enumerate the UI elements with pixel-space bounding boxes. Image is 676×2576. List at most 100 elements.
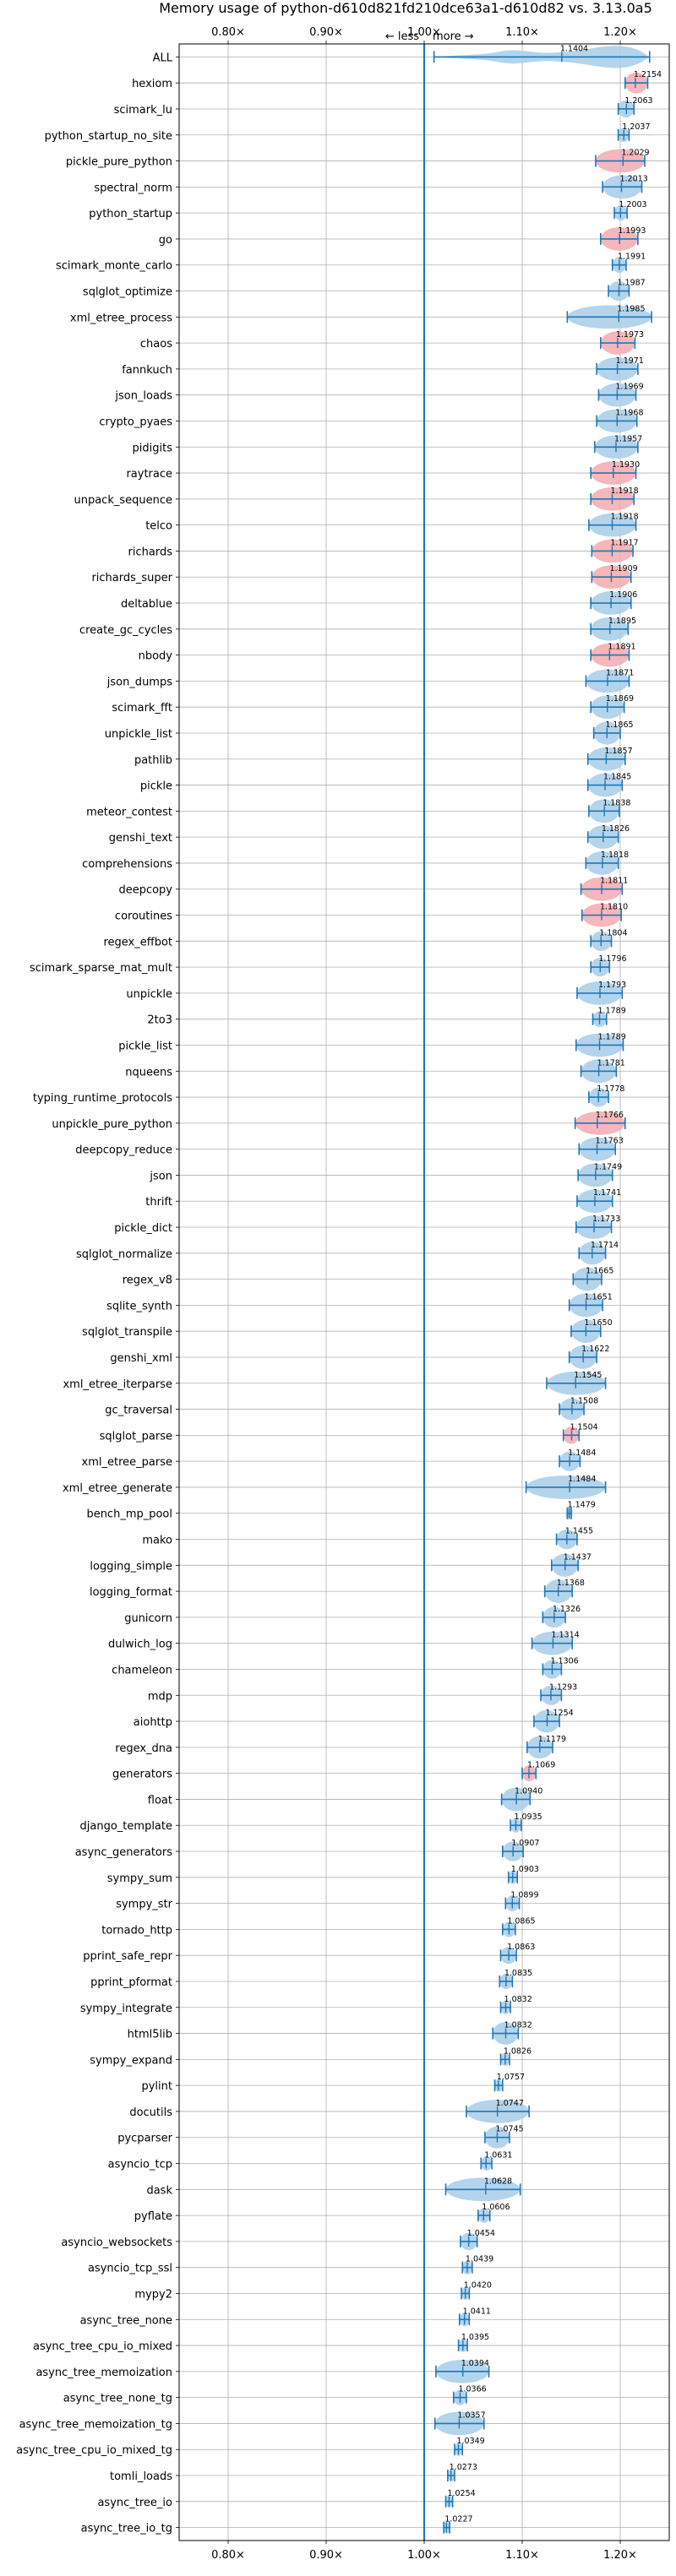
category-label: dulwich_log: [108, 1639, 172, 1651]
value-label: 1.1665: [586, 1267, 613, 1276]
benchmark-json_dumps: [585, 669, 630, 693]
category-label: genshi_text: [109, 832, 172, 845]
benchmark-async_tree_io_tg: [443, 2521, 450, 2534]
category-label: scimark_fft: [112, 702, 172, 715]
violin-layer: [422, 44, 652, 2541]
benchmark-coroutines: [581, 903, 622, 927]
category-label: logging_simple: [90, 1560, 172, 1573]
value-label: 1.1455: [565, 1527, 593, 1536]
value-label: 1.1804: [599, 928, 627, 937]
category-label: aiohttp: [134, 1716, 172, 1729]
value-label: 1.1437: [564, 1552, 592, 1562]
category-label: sqlite_synth: [106, 1300, 172, 1312]
benchmark-sympy_sum: [507, 1870, 519, 1884]
benchmark-mdp: [540, 1685, 563, 1705]
benchmark-xml_etree_process: [566, 305, 652, 329]
benchmark-pickle_pure_python: [595, 149, 646, 173]
category-label: json: [149, 1170, 172, 1182]
category-label: spectral_norm: [94, 182, 172, 194]
value-label: 1.1796: [598, 954, 626, 964]
value-label: 1.0865: [507, 1916, 535, 1926]
category-label: pickle: [140, 780, 172, 793]
benchmark-asyncio_tcp: [480, 2156, 493, 2171]
category-label: async_tree_none: [80, 2314, 172, 2327]
category-label: hexiom: [132, 78, 172, 90]
category-label: unpickle_list: [105, 728, 172, 741]
category-label: telco: [145, 520, 172, 533]
value-label: 1.1404: [560, 44, 588, 53]
benchmark-docutils: [466, 2100, 530, 2123]
x-tick-label-top: 1.20×: [603, 26, 637, 39]
value-label: 1.0394: [461, 2359, 489, 2368]
benchmark-sympy_str: [504, 1895, 521, 1912]
benchmark-nbody: [590, 643, 630, 667]
category-label: unpickle: [126, 988, 172, 1001]
category-label: chaos: [140, 338, 172, 351]
category-label: typing_runtime_protocols: [33, 1092, 172, 1105]
value-label: 1.0745: [495, 2125, 523, 2134]
value-label: 1.1917: [610, 538, 638, 547]
value-label: 1.0835: [504, 1969, 532, 1978]
category-label: deltablue: [121, 598, 172, 611]
category-label: pidigits: [133, 442, 173, 454]
value-label: 1.1749: [594, 1162, 622, 1171]
category-label: mako: [142, 1535, 172, 1547]
benchmark-sqlglot_normalize: [578, 1242, 607, 1265]
benchmark-regex_v8: [572, 1267, 602, 1291]
category-label: richards_super: [91, 572, 172, 584]
value-label: 1.1973: [616, 330, 644, 340]
category-label: async_tree_cpu_io_mixed_tg: [16, 2444, 172, 2457]
value-label: 1.1741: [593, 1188, 621, 1198]
category-label: docutils: [129, 2106, 172, 2119]
category-label: genshi_xml: [110, 1352, 172, 1365]
x-tick-label-top: 1.10×: [505, 26, 539, 39]
category-label: tomli_loads: [110, 2470, 172, 2483]
benchmark-unpickle: [576, 981, 624, 1005]
category-label: richards: [128, 546, 173, 558]
benchmark-comprehensions: [585, 851, 619, 875]
value-label: 1.1838: [602, 798, 630, 807]
value-label: 1.1895: [608, 617, 636, 626]
benchmark-mako: [555, 1529, 578, 1550]
value-label: 1.1909: [609, 564, 637, 573]
value-label: 1.1326: [553, 1605, 581, 1614]
benchmark-nqueens: [580, 1059, 618, 1084]
benchmark-deepcopy_reduce: [578, 1137, 617, 1161]
value-label: 1.1969: [615, 383, 643, 392]
category-label: comprehensions: [82, 858, 172, 871]
value-label: 1.0349: [456, 2437, 484, 2446]
benchmark-pickle_dict: [575, 1215, 613, 1239]
value-label: 1.1845: [603, 773, 631, 782]
benchmark-go: [599, 227, 639, 251]
less-annotation: ← less: [385, 30, 419, 43]
benchmark-django_template: [510, 1818, 522, 1833]
benchmark-logging_simple: [550, 1553, 579, 1577]
benchmark-genshi_xml: [568, 1345, 597, 1369]
category-label: xml_etree_iterparse: [63, 1378, 172, 1391]
category-label: bench_mp_pool: [86, 1508, 172, 1521]
label-layer: 1.1404 1.2154 1.2063 1.2037 1.2029 1.2013 1.20…: [444, 44, 662, 2524]
benchmark-async_tree_memoization_tg: [433, 2411, 485, 2436]
category-label: regex_effbot: [103, 936, 172, 948]
category-label: sqlglot_parse: [100, 1430, 172, 1443]
category-label: pycparser: [117, 2133, 172, 2145]
value-label: 1.0940: [515, 1786, 542, 1796]
category-label: logging_format: [90, 1586, 172, 1599]
benchmark-xml_etree_generate: [525, 1475, 607, 1499]
value-label: 1.0863: [507, 1943, 535, 1952]
value-label: 1.0832: [504, 1995, 532, 2004]
category-label: crypto_pyaes: [99, 416, 172, 428]
value-label: 1.1650: [584, 1318, 612, 1328]
benchmark-ALL: [433, 46, 651, 68]
benchmark-sqlite_synth: [568, 1293, 603, 1318]
value-label: 1.0826: [504, 2046, 532, 2056]
value-label: 1.1957: [614, 434, 642, 443]
category-label: pyflate: [134, 2210, 172, 2223]
category-label: xml_etree_generate: [63, 1482, 172, 1495]
category-label: deepcopy: [118, 884, 172, 897]
x-tick-label-bottom: 1.20×: [603, 2549, 637, 2562]
value-label: 1.0631: [484, 2151, 512, 2160]
value-label: 1.1254: [545, 1709, 573, 1718]
value-label: 1.2037: [622, 122, 650, 132]
